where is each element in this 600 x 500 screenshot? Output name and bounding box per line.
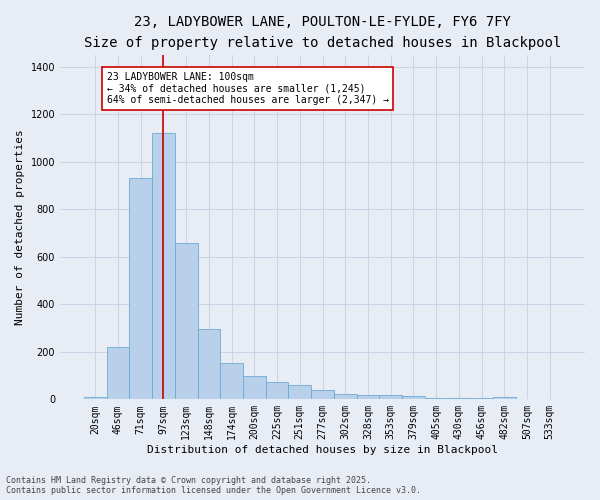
Bar	[243, 376, 266, 400]
Bar	[289, 385, 311, 400]
Text: 23 LADYBOWER LANE: 100sqm
← 34% of detached houses are smaller (1,245)
64% of se: 23 LADYBOWER LANE: 100sqm ← 34% of detac…	[107, 72, 389, 105]
Bar	[152, 134, 175, 400]
Bar	[84, 398, 107, 400]
Bar	[220, 362, 243, 400]
X-axis label: Distribution of detached houses by size in Blackpool: Distribution of detached houses by size …	[147, 445, 498, 455]
Title: 23, LADYBOWER LANE, POULTON-LE-FYLDE, FY6 7FY
Size of property relative to detac: 23, LADYBOWER LANE, POULTON-LE-FYLDE, FY…	[84, 15, 561, 50]
Bar	[356, 395, 379, 400]
Y-axis label: Number of detached properties: Number of detached properties	[15, 130, 25, 325]
Bar	[311, 390, 334, 400]
Text: Contains HM Land Registry data © Crown copyright and database right 2025.
Contai: Contains HM Land Registry data © Crown c…	[6, 476, 421, 495]
Bar	[425, 398, 448, 400]
Bar	[107, 347, 130, 400]
Bar	[448, 398, 470, 400]
Bar	[402, 396, 425, 400]
Bar	[379, 395, 402, 400]
Bar	[470, 398, 493, 400]
Bar	[493, 397, 515, 400]
Bar	[197, 330, 220, 400]
Bar	[334, 394, 356, 400]
Bar	[175, 242, 197, 400]
Bar	[266, 382, 289, 400]
Bar	[130, 178, 152, 400]
